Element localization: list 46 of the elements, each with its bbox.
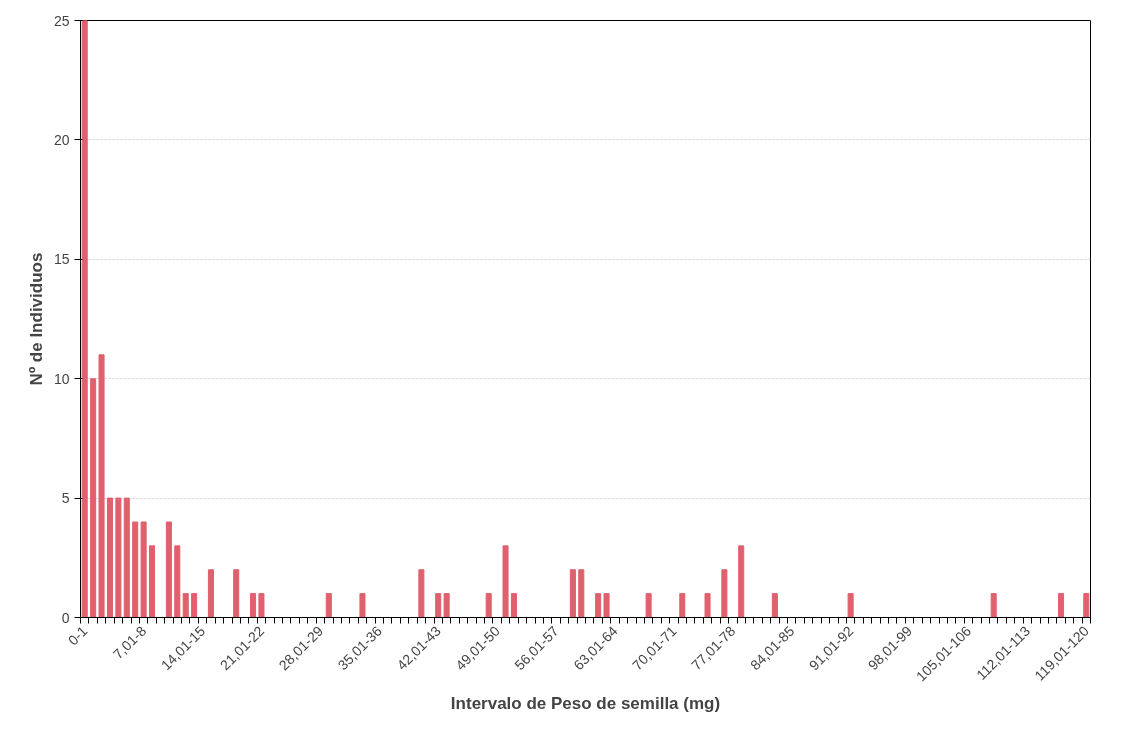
bar: [502, 545, 509, 618]
y-tick-label: 25: [53, 12, 70, 29]
bar: [510, 593, 517, 618]
bar: [721, 569, 728, 618]
bar: [207, 569, 214, 618]
bar: [174, 545, 181, 618]
bar: [115, 497, 122, 618]
bar: [149, 545, 156, 618]
bar: [81, 20, 88, 618]
bar: [132, 521, 139, 618]
bar: [90, 378, 97, 618]
bar: [679, 593, 686, 618]
bar: [738, 545, 745, 618]
bar: [325, 593, 332, 618]
bar: [98, 354, 105, 618]
bar: [1083, 593, 1090, 618]
bar: [578, 569, 585, 618]
bar: [569, 569, 576, 618]
bar: [106, 497, 113, 618]
bar: [191, 593, 198, 618]
bar: [847, 593, 854, 618]
y-tick-label: 20: [53, 131, 70, 148]
bar: [258, 593, 265, 618]
bar: [485, 593, 492, 618]
y-tick-label: 5: [61, 490, 70, 507]
bar: [250, 593, 257, 618]
y-axis-title: Nº de Individuos: [26, 252, 46, 386]
bar: [435, 593, 442, 618]
bar: [990, 593, 997, 618]
bar: [645, 593, 652, 618]
bar: [182, 593, 189, 618]
bar: [704, 593, 711, 618]
bar: [443, 593, 450, 618]
y-tick-label: 10: [53, 370, 70, 387]
bar: [1058, 593, 1065, 618]
bar: [418, 569, 425, 618]
bar: [595, 593, 602, 618]
y-tick-label: 15: [53, 251, 70, 268]
bar: [771, 593, 778, 618]
bar: [359, 593, 366, 618]
x-axis-title: Intervalo de Peso de semilla (mg): [450, 693, 721, 713]
bar: [165, 521, 172, 618]
bar: [233, 569, 240, 618]
bar: [123, 497, 130, 618]
bar: [603, 593, 610, 618]
bar: [140, 521, 147, 618]
